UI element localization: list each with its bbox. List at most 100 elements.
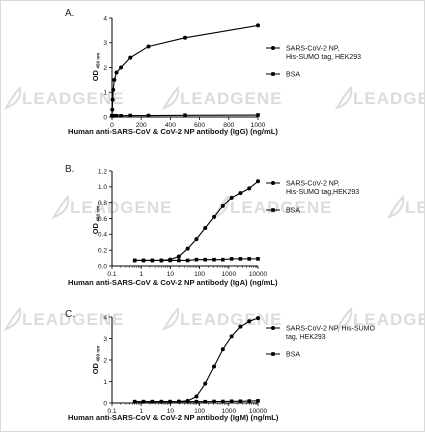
watermark-text: LEADGENE — [22, 89, 124, 108]
legend-label: His-SUMO tag, HEK293 — [286, 54, 361, 61]
panel-letter: B. — [65, 164, 74, 175]
series-line — [134, 317, 259, 403]
legend-marker — [271, 352, 275, 356]
data-point — [256, 179, 260, 184]
legend-label: BSA — [286, 72, 300, 79]
legend-entry: SARS-CoV-2 NP,His-SUMO tag, HEK293 — [266, 46, 361, 61]
data-point — [194, 257, 199, 262]
data-point — [112, 77, 117, 82]
data-point — [185, 246, 190, 251]
watermark-leaf-icon — [211, 194, 230, 219]
data-point — [247, 257, 252, 261]
legend-marker — [271, 46, 275, 50]
y-tick-label: 3 — [103, 40, 107, 47]
watermark-6: LEADGENE — [386, 194, 425, 219]
watermark-2: LEADGENE — [161, 85, 281, 110]
data-point — [114, 70, 119, 75]
y-tick-label: 1 — [103, 90, 107, 97]
x-tick-label: 1000 — [221, 271, 236, 278]
y-tick-label: 0.2 — [98, 247, 107, 254]
data-point — [229, 257, 234, 261]
chart-panel-2: B. 0.0 0.2 0.4 0.6 0.8 1.0 1.2 0.1 1 10 100 1000 1000… — [65, 164, 359, 287]
watermark-9: LEADGENE — [334, 306, 425, 331]
data-point — [229, 399, 234, 404]
watermark-8: LEADGENE — [161, 306, 281, 331]
x-tick-label: 0.1 — [107, 408, 116, 415]
data-point — [150, 258, 155, 263]
data-point — [256, 316, 260, 321]
legend-marker — [271, 326, 275, 330]
y-axis-title: OD450 nm — [91, 206, 101, 234]
y-tick-label: 4 — [103, 314, 107, 321]
data-point — [146, 113, 151, 118]
watermark-leaf-icon — [51, 194, 70, 219]
y-tick-label: 0.6 — [98, 216, 107, 223]
data-point — [194, 237, 199, 242]
y-tick-label: 3 — [103, 336, 107, 343]
data-point — [177, 399, 181, 404]
data-point — [247, 186, 252, 191]
data-point — [185, 399, 190, 404]
y-tick-label: 0.0 — [98, 263, 107, 270]
watermark-7: LEADGENE — [3, 306, 124, 331]
watermark-leaf-icon — [3, 306, 22, 331]
data-point — [132, 258, 137, 263]
x-tick-label: 0 — [110, 122, 114, 129]
x-tick-label: 0.1 — [107, 271, 116, 278]
y-axis-title-main: OD — [91, 69, 100, 81]
x-axis-title: Human anti-SARS-CoV & CoV-2 NP antibody … — [68, 127, 278, 136]
x-tick-label: 10 — [167, 408, 175, 415]
x-tick-label: 800 — [223, 122, 234, 129]
data-point — [229, 334, 234, 339]
data-point — [256, 257, 260, 261]
data-point — [176, 254, 181, 259]
data-point — [194, 399, 199, 404]
watermark-leaf-icon — [161, 85, 180, 110]
watermark-text: LEADGENE — [353, 310, 425, 329]
series-bsa — [132, 257, 260, 263]
data-point — [212, 364, 217, 369]
data-point — [212, 399, 216, 404]
data-point — [203, 399, 208, 404]
data-point — [141, 258, 146, 263]
x-tick-label: 10 — [167, 271, 175, 278]
data-point — [159, 258, 164, 263]
y-tick-label: 2 — [103, 357, 107, 364]
x-tick-label: 1 — [139, 271, 143, 278]
watermark-leaf-icon — [334, 306, 353, 331]
legend-entry: SARS-CoV-2 NP,His-SUMO tag,HEK293 — [266, 181, 359, 196]
legend-label: His-SUMO tag,HEK293 — [286, 189, 359, 196]
data-point — [256, 113, 260, 117]
data-point — [203, 257, 208, 262]
data-point — [229, 195, 234, 200]
data-point — [114, 113, 119, 118]
x-tick-label: 10000 — [249, 271, 268, 278]
data-point — [112, 113, 117, 118]
data-point — [177, 258, 181, 263]
y-axis-title-sub: 450 nm — [96, 206, 101, 222]
data-point — [132, 399, 137, 404]
y-tick-label: 0 — [103, 114, 107, 121]
data-point — [128, 55, 133, 60]
data-point — [150, 399, 155, 404]
watermark-text: LEADGENE — [22, 310, 124, 329]
y-tick-label: 0 — [103, 400, 107, 407]
legend-label: SARS-CoV-2 NP, — [286, 181, 340, 188]
x-tick-label: 200 — [136, 122, 147, 129]
y-axis-title-sub: 450 nm — [96, 53, 101, 69]
watermark-text: LEADGENE — [353, 89, 425, 108]
x-tick-label: 1 — [139, 408, 143, 415]
panel-letter: C. — [65, 309, 75, 320]
legend-label: SARS-CoV-2 NP, His-SUMO — [286, 326, 376, 333]
x-tick-label: 400 — [165, 122, 176, 129]
data-point — [256, 399, 260, 403]
data-point — [183, 35, 187, 40]
y-tick-label: 4 — [103, 15, 107, 22]
data-point — [212, 257, 216, 262]
x-tick-label: 1000 — [251, 122, 266, 129]
y-tick-label: 0.4 — [98, 232, 107, 239]
data-point — [168, 399, 172, 404]
